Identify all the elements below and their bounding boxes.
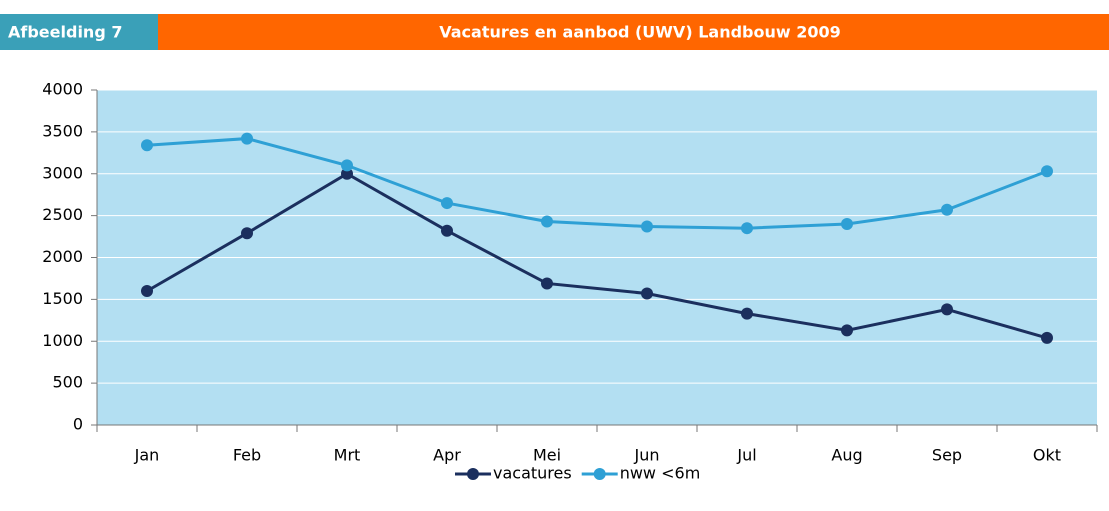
legend-marker	[593, 468, 606, 480]
marker	[441, 197, 453, 210]
marker	[241, 227, 253, 240]
x-tick-label: Okt	[1033, 446, 1061, 465]
marker	[541, 277, 553, 290]
marker	[141, 285, 153, 297]
x-tick-label: Feb	[233, 446, 261, 465]
legend-label: vacatures	[493, 464, 572, 483]
x-tick-label: Jun	[634, 446, 660, 465]
series-line	[146, 172, 1048, 340]
marker	[941, 203, 953, 216]
y-tick-label: 0	[73, 415, 83, 434]
legend-marker	[467, 468, 479, 480]
marker	[1041, 165, 1053, 178]
legend-label: nww <6m	[620, 464, 701, 483]
y-tick-label: 1500	[42, 289, 83, 308]
marker	[741, 307, 753, 320]
label-box	[0, 14, 158, 50]
x-tick-label: Jan	[134, 446, 160, 465]
marker	[1041, 331, 1053, 344]
y-tick-label: 2000	[42, 247, 83, 266]
y-tick-label: 500	[52, 373, 83, 392]
y-tick-label: 3500	[42, 121, 83, 140]
marker	[341, 159, 353, 172]
marker	[941, 303, 953, 316]
marker	[741, 222, 753, 235]
chart-title: Vacatures en aanbod (UWV) Landbouw 2009	[439, 23, 841, 42]
figure-label: Afbeelding 7	[8, 23, 122, 42]
x-tick-label: Apr	[433, 446, 461, 465]
marker	[541, 215, 553, 228]
marker	[641, 220, 653, 233]
marker	[841, 324, 853, 337]
marker	[141, 139, 153, 152]
x-tick-label: Mrt	[334, 446, 361, 465]
y-tick-label: 1000	[42, 331, 83, 350]
marker	[441, 224, 453, 237]
marker	[241, 132, 253, 145]
title-bar	[158, 14, 1109, 50]
marker	[841, 218, 853, 230]
y-tick-label: 4000	[42, 80, 83, 99]
series-line	[146, 137, 1048, 230]
x-tick-label: Jul	[736, 446, 756, 465]
marker	[341, 167, 353, 180]
y-tick-label: 2500	[42, 205, 83, 224]
x-tick-label: Aug	[831, 446, 862, 465]
x-tick-label: Sep	[932, 446, 962, 465]
x-tick-label: Mei	[533, 446, 561, 465]
marker	[641, 287, 653, 300]
y-tick-label: 3000	[42, 163, 83, 182]
